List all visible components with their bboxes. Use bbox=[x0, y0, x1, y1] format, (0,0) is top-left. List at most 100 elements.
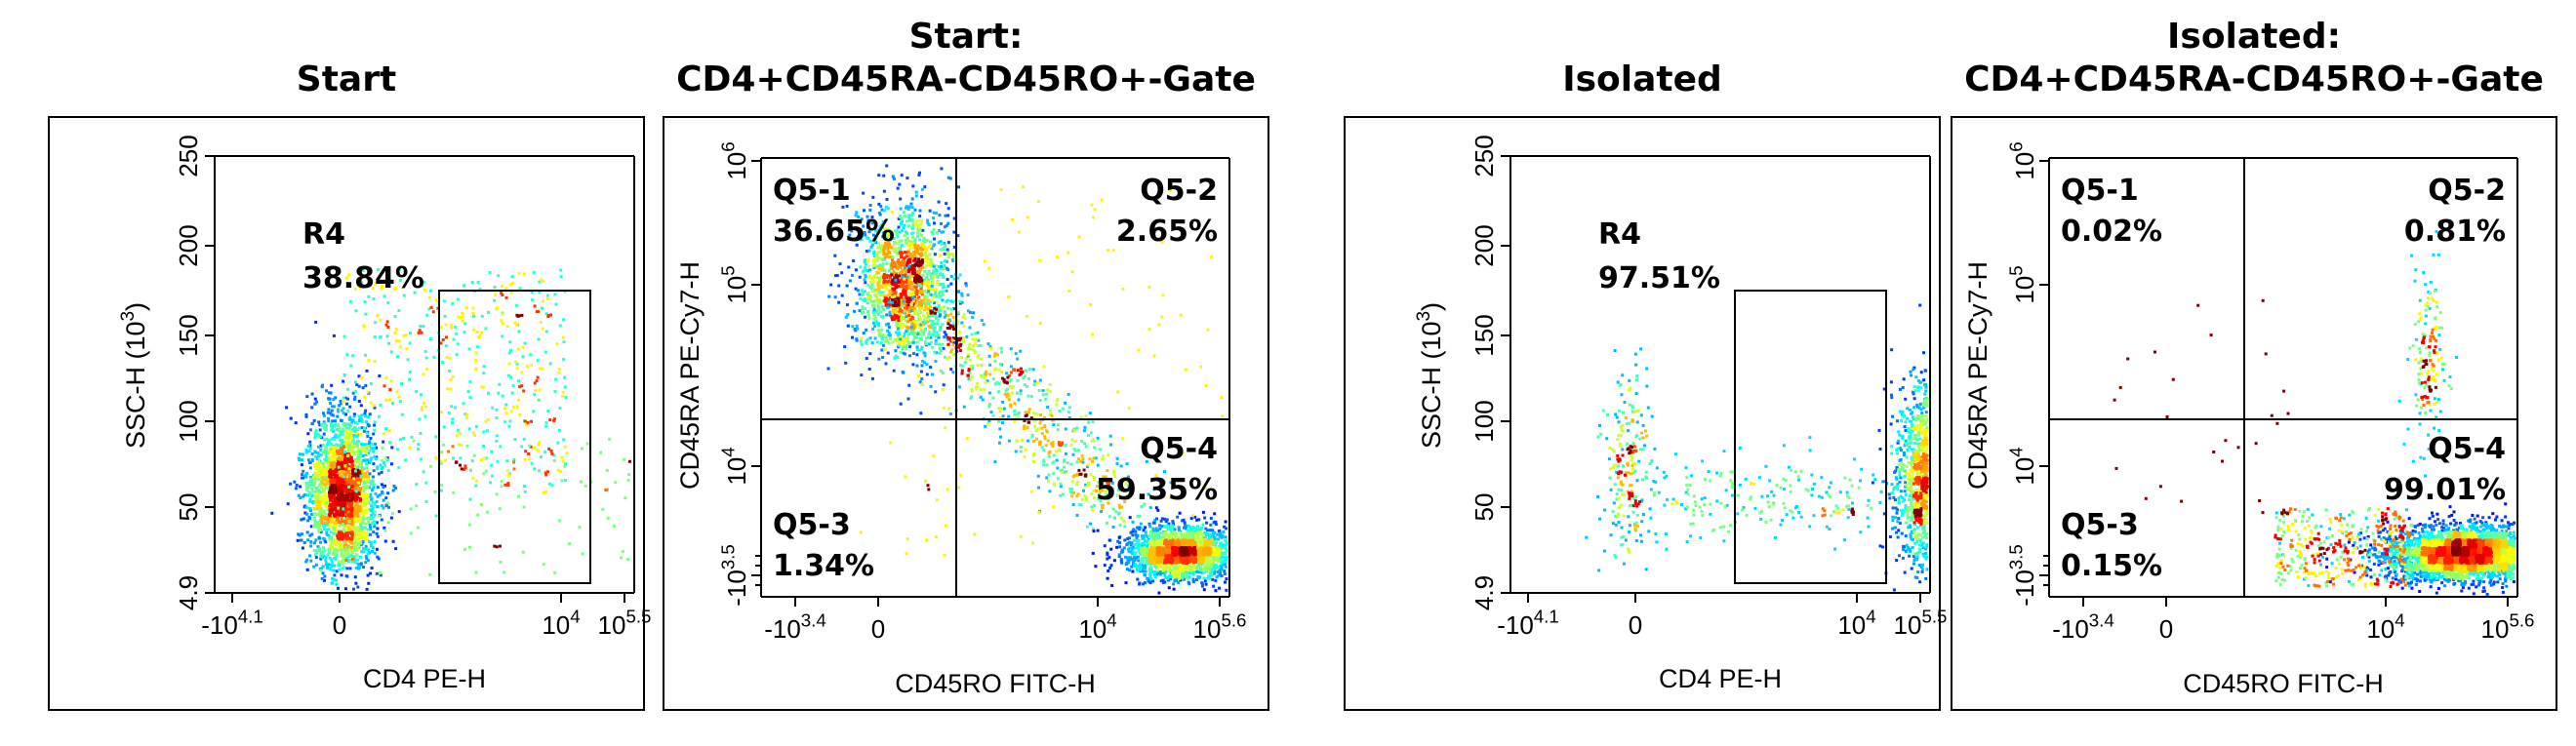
event-dot bbox=[329, 516, 333, 520]
event-dot bbox=[968, 326, 972, 330]
y-tick-label-base: -10 bbox=[722, 569, 751, 607]
event-dot bbox=[521, 355, 525, 359]
event-dot bbox=[862, 191, 865, 195]
event-dot bbox=[901, 280, 905, 284]
event-dot bbox=[324, 558, 328, 562]
event-dot bbox=[943, 259, 946, 263]
event-dot bbox=[927, 302, 931, 305]
event-dot bbox=[347, 426, 350, 430]
event-dot bbox=[901, 268, 905, 272]
event-dot bbox=[847, 265, 851, 269]
event-dot bbox=[323, 422, 327, 426]
event-dot bbox=[368, 412, 372, 416]
event-dot bbox=[318, 491, 322, 494]
event-dot bbox=[917, 300, 921, 304]
event-dot bbox=[306, 445, 310, 448]
event-dot bbox=[346, 529, 350, 532]
event-dot bbox=[908, 247, 912, 251]
event-dot bbox=[923, 328, 927, 332]
event-dot bbox=[328, 455, 332, 458]
event-dot bbox=[336, 534, 340, 538]
event-dot bbox=[1019, 392, 1023, 396]
event-dot bbox=[909, 303, 913, 307]
event-dot bbox=[342, 558, 345, 562]
event-dot bbox=[855, 243, 859, 247]
event-dot bbox=[921, 228, 925, 232]
event-dot bbox=[358, 520, 362, 524]
event-dot bbox=[368, 440, 372, 444]
event-dot bbox=[947, 356, 951, 360]
event-dot bbox=[530, 419, 533, 423]
event-dot bbox=[489, 463, 493, 467]
event-dot bbox=[474, 484, 478, 488]
event-dot bbox=[352, 512, 356, 516]
event-dot bbox=[1075, 494, 1079, 498]
event-dot bbox=[893, 316, 897, 320]
event-dot bbox=[364, 312, 368, 316]
event-dot bbox=[357, 537, 361, 541]
event-dot bbox=[537, 398, 541, 402]
event-dot bbox=[933, 326, 937, 330]
event-dot bbox=[363, 447, 367, 451]
event-dot bbox=[946, 278, 949, 281]
event-dot bbox=[943, 311, 946, 315]
event-dot bbox=[890, 273, 894, 277]
event-dot bbox=[605, 488, 609, 491]
event-dot bbox=[498, 507, 502, 511]
event-dot bbox=[341, 535, 344, 539]
event-dot bbox=[351, 560, 354, 564]
event-dot bbox=[452, 337, 456, 341]
event-dot bbox=[829, 283, 833, 287]
event-dot bbox=[355, 553, 359, 557]
event-dot bbox=[980, 364, 984, 368]
event-dot bbox=[867, 249, 871, 253]
event-dot bbox=[1019, 349, 1023, 353]
event-dot bbox=[906, 219, 909, 223]
event-dot bbox=[911, 184, 915, 188]
event-dot bbox=[342, 467, 345, 470]
event-dot bbox=[315, 523, 319, 527]
event-dot bbox=[358, 555, 362, 559]
event-dot bbox=[358, 566, 362, 569]
event-dot bbox=[914, 190, 918, 194]
event-dot bbox=[330, 424, 333, 428]
event-dot bbox=[933, 237, 936, 241]
event-dot bbox=[351, 439, 355, 443]
event-dot bbox=[358, 460, 362, 464]
event-dot bbox=[353, 539, 357, 543]
event-dot bbox=[1031, 412, 1035, 415]
event-dot bbox=[527, 457, 531, 461]
event-dot bbox=[520, 445, 524, 449]
event-dot bbox=[340, 470, 343, 474]
event-dot bbox=[878, 290, 882, 294]
event-dot bbox=[552, 459, 556, 462]
event-dot bbox=[391, 402, 395, 406]
event-dot bbox=[333, 551, 337, 555]
event-dot bbox=[392, 485, 396, 488]
event-dot bbox=[346, 387, 350, 391]
event-dot bbox=[456, 428, 460, 432]
event-dot bbox=[503, 407, 506, 411]
event-dot bbox=[1026, 425, 1029, 429]
event-dot bbox=[362, 475, 366, 479]
event-dot bbox=[934, 322, 938, 326]
event-dot bbox=[340, 419, 343, 422]
event-dot bbox=[484, 456, 488, 460]
event-dot bbox=[346, 510, 350, 514]
event-dot bbox=[330, 511, 334, 515]
event-dot bbox=[1092, 440, 1096, 443]
event-dot bbox=[329, 422, 333, 425]
event-dot bbox=[341, 548, 344, 551]
event-dot bbox=[319, 444, 323, 448]
event-dot bbox=[512, 460, 516, 464]
event-dot bbox=[444, 323, 448, 327]
event-dot bbox=[340, 479, 343, 483]
event-dot bbox=[525, 422, 529, 426]
event-dot bbox=[1111, 526, 1115, 529]
event-dot bbox=[852, 259, 856, 262]
x-tick-label-sup: 4 bbox=[1107, 609, 1116, 630]
event-dot bbox=[895, 232, 899, 236]
event-dot bbox=[1101, 457, 1105, 461]
event-dot bbox=[493, 298, 497, 302]
